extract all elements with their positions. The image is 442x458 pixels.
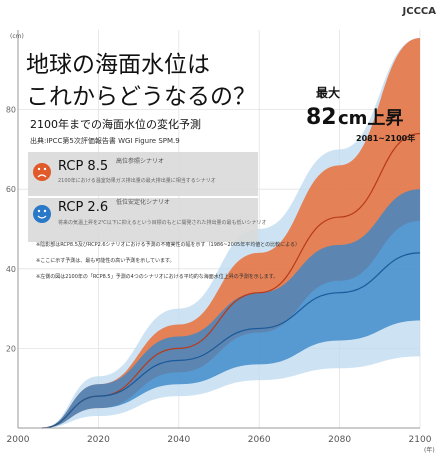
title-line1: 地球の海面水位は bbox=[26, 52, 210, 78]
sad-face-eye-right bbox=[43, 167, 47, 171]
rcp85-band bbox=[42, 37, 421, 429]
y-tick-label-0: 20 bbox=[6, 344, 16, 353]
legend-box-rcp26 bbox=[28, 198, 258, 242]
x-tick-label-5: 2100 bbox=[409, 435, 432, 445]
y-unit: (cm) bbox=[10, 33, 24, 40]
x-unit: (年) bbox=[424, 446, 435, 454]
y-tick-label-2: 60 bbox=[6, 185, 16, 194]
sad-face-mouth bbox=[37, 174, 47, 178]
y-tick-label-1: 40 bbox=[6, 265, 16, 274]
brand-logo: JCCCA bbox=[402, 6, 437, 17]
rcp26-mean-line bbox=[42, 252, 421, 429]
legend-rcp26-desc: 将来の気温上昇を2℃以下に抑えるという目標のもとに開発された排出量の最も低いシナ… bbox=[58, 219, 267, 226]
title-line2: これからどうなるの？ bbox=[26, 84, 256, 110]
x-tick-label-3: 2060 bbox=[248, 435, 271, 445]
legend-rcp85-tag: 高位参照シナリオ bbox=[116, 157, 164, 165]
rcp26-band bbox=[42, 189, 421, 428]
smile-face-mouth bbox=[37, 215, 47, 219]
note-2: ※ここに示す予測は、最も可能性の高い予測を示しています。 bbox=[36, 257, 175, 264]
max-period: 2081~2100年 bbox=[356, 133, 415, 143]
legend-rcp26-name: RCP 2.6 bbox=[58, 200, 108, 215]
max-value: 82 bbox=[306, 105, 337, 130]
chart-subtitle: 2100年までの海面水位の変化予測 bbox=[30, 117, 201, 131]
legend-rcp26-tag: 低位安定化シナリオ bbox=[116, 198, 170, 206]
x-tick-label-4: 2080 bbox=[328, 435, 351, 445]
note-1: ※陰影部はRCP8.5及びRCP2.6シナリオにおける予測の不確実性の幅を示す（… bbox=[36, 241, 300, 248]
smile-face-eye-right bbox=[43, 209, 47, 213]
x-tick-label-1: 2020 bbox=[87, 435, 110, 445]
max-label: 最大 bbox=[316, 85, 340, 100]
smile-face-eye-left bbox=[37, 209, 41, 213]
max-unit: cm上昇 bbox=[338, 108, 403, 129]
legend-rcp85-desc: 2100年における温室効果ガス排出量の最大排出量に相当するシナリオ bbox=[58, 177, 216, 184]
y-tick-label-3: 80 bbox=[6, 106, 16, 115]
smile-face-icon bbox=[33, 205, 51, 223]
x-tick-label-2: 2040 bbox=[167, 435, 190, 445]
note-3: ※左側の図は2100年の「RCP8.5」予測の4つのシナリオにおける平均的な海面… bbox=[36, 273, 278, 280]
sad-face-eye-left bbox=[37, 167, 41, 171]
x-tick-label-0: 2000 bbox=[7, 435, 30, 445]
legend-box-rcp85 bbox=[28, 152, 258, 196]
legend-rcp85-name: RCP 8.5 bbox=[58, 159, 108, 174]
legend: RCP 8.5 高位参照シナリオ 2100年における温室効果ガス排出量の最大排出… bbox=[28, 152, 267, 242]
source-note: 出典:IPCC第5次評価報告書 WGI Figure SPM.9 bbox=[30, 136, 180, 145]
sad-face-icon bbox=[33, 163, 51, 181]
